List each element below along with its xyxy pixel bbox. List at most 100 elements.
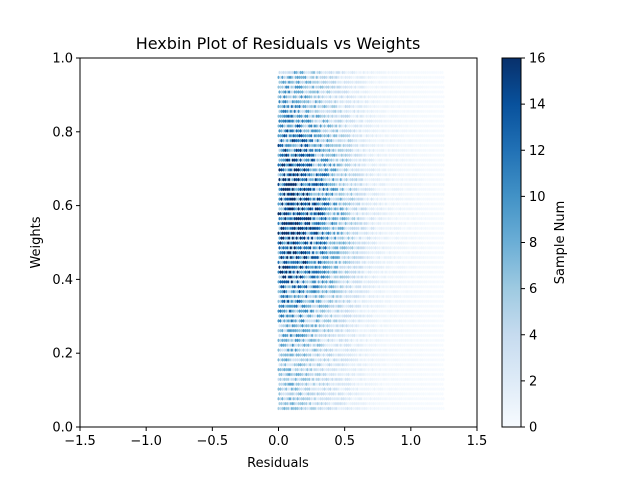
hexbin-cell [357, 294, 360, 299]
hexbin-cell [326, 304, 329, 309]
hexbin-cell [310, 387, 313, 391]
hexbin-cell [411, 397, 414, 401]
hexbin-cell [436, 299, 439, 304]
hexbin-cell [359, 294, 362, 299]
hexbin-cell [334, 372, 337, 377]
hexbin-cell [309, 382, 312, 386]
hexbin-cell [282, 294, 285, 299]
hexbin-cell [302, 338, 305, 343]
hexbin-cell [440, 406, 443, 411]
hexbin-cell [321, 338, 324, 343]
hexbin-cell [336, 304, 338, 309]
hexbin-cell [329, 260, 332, 265]
hexbin-cell [287, 260, 290, 265]
hexbin-cell [331, 319, 334, 323]
hexbin-cell [294, 338, 297, 343]
hexbin-cell [297, 392, 300, 396]
hexbin-cell [278, 343, 281, 347]
hexbin-cell [381, 338, 384, 343]
hexbin-cell [424, 304, 427, 309]
hexbin-cell [420, 353, 423, 357]
hexbin-cell [309, 304, 312, 309]
hexbin-cell [313, 353, 315, 357]
hexbin-cell [397, 333, 400, 338]
hexbin-cell [333, 270, 336, 274]
hexbin-cell [435, 333, 438, 338]
hexbin-cell [423, 270, 426, 274]
hexbin-cell [360, 406, 362, 411]
hexbin-cell [387, 372, 390, 377]
hexbin-cell [414, 392, 417, 396]
hexbin-cell [367, 328, 370, 333]
hexbin-cell [373, 358, 376, 362]
hexbin-cell [339, 275, 342, 279]
hexbin-cell [384, 392, 386, 396]
hexbin-cell [426, 333, 429, 338]
hexbin-cell [342, 406, 345, 411]
hexbin-cell [361, 367, 364, 372]
hexbin-cell [361, 280, 364, 284]
hexbin-cell [281, 280, 284, 284]
hexbin-cell [345, 382, 348, 386]
hexbin-cell [431, 406, 433, 411]
hexbin-cell [353, 372, 356, 377]
hexbin-cell [284, 343, 287, 347]
hexbin-cell [300, 289, 303, 294]
hexbin-cell [363, 270, 366, 274]
hexbin-cell [433, 362, 436, 367]
hexbin-cell [353, 353, 356, 357]
hexbin-cell [297, 401, 300, 406]
hexbin-cell [422, 353, 425, 357]
hexbin-cell [326, 362, 329, 367]
hexbin-cell [312, 387, 315, 391]
hexbin-cell [431, 270, 433, 274]
hexbin-cell [389, 372, 392, 377]
hexbin-cell [305, 392, 308, 396]
hexbin-cell [340, 358, 343, 362]
hexbin-cell [355, 401, 358, 406]
hexbin-cell [411, 338, 414, 343]
hexbin-cell [371, 406, 374, 411]
hexbin-cell [364, 333, 367, 338]
hexbin-cell [403, 285, 406, 289]
hexbin-cell [408, 358, 410, 362]
hexbin-cell [281, 260, 284, 265]
hexbin-cell [316, 343, 319, 347]
hexbin-cell [367, 377, 370, 382]
hexbin-cell [333, 348, 336, 352]
hexbin-cell [408, 392, 411, 396]
hexbin-cell [309, 392, 312, 396]
hexbin-cell [384, 333, 386, 338]
hexbin-cell [430, 265, 433, 270]
hexbin-cell [310, 338, 313, 343]
hexbin-cell [371, 309, 374, 313]
hexbin-cell [302, 289, 305, 294]
hexbin-cell [348, 377, 351, 382]
hexbin-cell [428, 362, 431, 367]
hexbin-cell [407, 353, 409, 357]
hexbin-cell [331, 289, 334, 294]
hexbin-cell [282, 323, 285, 328]
hexbin-cell [308, 260, 311, 265]
hexbin-cell [333, 397, 336, 401]
hexbin-cell [299, 294, 302, 299]
hexbin-cell [425, 387, 428, 391]
hexbin-cell [299, 323, 302, 328]
hexbin-cell [346, 260, 349, 265]
hexbin-cell [342, 348, 345, 352]
hexbin-cell [395, 392, 398, 396]
hexbin-cell [375, 367, 378, 372]
hexbin-cell [332, 285, 335, 289]
hexbin-cell [335, 358, 338, 362]
hexbin-cell [360, 372, 363, 377]
hexbin-cell [292, 260, 295, 265]
hexbin-cell [387, 323, 390, 328]
hexbin-cell [400, 319, 403, 323]
hexbin-cell [343, 372, 346, 377]
hexbin-cell [401, 285, 404, 289]
hexbin-cell [439, 314, 442, 318]
hexbin-cell [282, 382, 285, 386]
hexbin-cell [436, 406, 439, 411]
hexbin-cell [413, 367, 416, 372]
hexbin-cell [331, 406, 334, 411]
